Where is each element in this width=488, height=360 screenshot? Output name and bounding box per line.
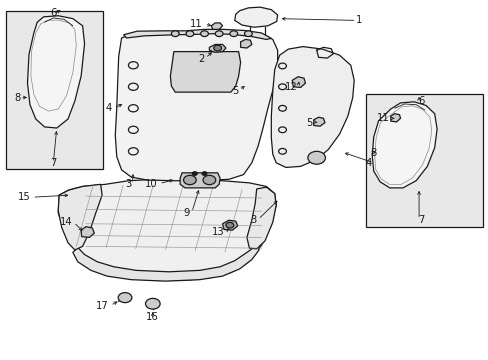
Circle shape: [192, 172, 197, 175]
Circle shape: [200, 31, 208, 37]
Polygon shape: [123, 30, 271, 40]
Text: 5: 5: [306, 118, 312, 128]
Polygon shape: [234, 7, 277, 27]
Text: 3: 3: [125, 179, 131, 189]
Polygon shape: [73, 245, 259, 281]
Text: 9: 9: [183, 208, 189, 218]
Text: 2: 2: [198, 54, 204, 64]
Text: 15: 15: [18, 192, 31, 202]
Text: 7: 7: [417, 215, 423, 225]
Polygon shape: [240, 40, 251, 48]
Polygon shape: [222, 220, 237, 230]
Polygon shape: [246, 187, 276, 249]
Text: 16: 16: [145, 312, 158, 322]
Bar: [5, 12, 103, 169]
Text: 4: 4: [105, 103, 112, 113]
Text: 4: 4: [365, 158, 371, 168]
Circle shape: [171, 31, 179, 37]
Circle shape: [229, 31, 237, 37]
Text: 10: 10: [145, 179, 158, 189]
Polygon shape: [271, 46, 353, 167]
Text: 17: 17: [96, 301, 109, 311]
Polygon shape: [292, 77, 305, 87]
Polygon shape: [58, 179, 276, 280]
Polygon shape: [27, 16, 84, 128]
Text: 14: 14: [60, 217, 73, 227]
Polygon shape: [211, 23, 222, 30]
Text: 8: 8: [14, 93, 20, 103]
Text: 12: 12: [284, 82, 297, 92]
Polygon shape: [115, 30, 277, 181]
Polygon shape: [180, 173, 220, 188]
Text: 5: 5: [232, 86, 238, 96]
Polygon shape: [81, 226, 94, 237]
Text: 8: 8: [369, 148, 376, 158]
Bar: [366, 94, 483, 226]
Circle shape: [202, 172, 206, 175]
Polygon shape: [313, 117, 325, 126]
Text: 13: 13: [211, 227, 224, 237]
Circle shape: [215, 31, 223, 37]
Text: 6: 6: [417, 96, 423, 106]
Circle shape: [307, 151, 325, 164]
Text: 6: 6: [50, 8, 57, 18]
Polygon shape: [209, 44, 225, 52]
Text: 11: 11: [190, 19, 203, 29]
Polygon shape: [170, 51, 240, 92]
Polygon shape: [390, 114, 400, 122]
Circle shape: [185, 31, 193, 37]
Circle shape: [145, 298, 160, 309]
Circle shape: [183, 175, 196, 185]
Text: 11: 11: [376, 113, 389, 123]
Polygon shape: [371, 102, 436, 188]
Polygon shape: [58, 184, 102, 250]
Text: 7: 7: [50, 158, 57, 168]
Circle shape: [225, 222, 233, 228]
Circle shape: [213, 45, 221, 51]
Circle shape: [203, 175, 215, 185]
Text: 3: 3: [250, 215, 256, 225]
Circle shape: [244, 31, 252, 37]
Circle shape: [118, 293, 132, 303]
Text: 1: 1: [355, 15, 361, 26]
